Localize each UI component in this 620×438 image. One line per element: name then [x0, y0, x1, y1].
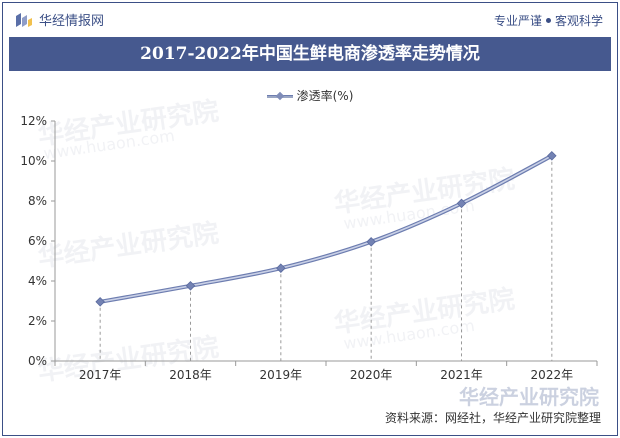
brand: 华经情报网 — [15, 10, 104, 29]
data-point — [276, 263, 286, 273]
y-tick-label: 0% — [28, 354, 47, 368]
x-tick-label: 2017年 — [79, 368, 122, 382]
data-point — [456, 198, 467, 209]
data-point — [185, 281, 196, 291]
x-tick-label: 2021年 — [440, 368, 483, 382]
data-point — [366, 237, 376, 247]
y-tick-label: 6% — [28, 234, 47, 248]
y-tick-label: 10% — [20, 154, 47, 168]
chart-title: 2017-2022年中国生鲜电商渗透率走势情况 — [140, 44, 480, 64]
x-tick-label: 2020年 — [350, 368, 393, 382]
y-tick-label: 12% — [20, 114, 47, 128]
legend: 渗透率(%) — [3, 87, 617, 104]
slogan-left: 专业严谨 — [493, 14, 542, 28]
x-tick-label: 2018年 — [169, 368, 212, 382]
header-bar: 华经情报网 专业严谨 客观科学 — [3, 3, 617, 35]
y-tick-label: 2% — [28, 314, 47, 328]
y-tick-label: 4% — [28, 274, 47, 288]
source-note: 资料来源：网经社，华经产业研究院整理 — [384, 411, 601, 425]
series-line-shadow — [99, 154, 553, 304]
legend-diamond-marker-icon — [266, 92, 293, 102]
series-line — [100, 155, 553, 303]
x-tick-label: 2022年 — [531, 368, 574, 382]
title-band: 2017-2022年中国生鲜电商渗透率走势情况 — [9, 37, 611, 71]
line-chart: 0% 2% 4% 6% 8% 10% 12% 2017年 2018年 2019年 2020年 2021… — [20, 114, 598, 382]
x-tick-label: 2019年 — [260, 368, 303, 382]
slogan-right: 客观科学 — [554, 14, 603, 28]
corner-watermark: 华经产业研究院 — [459, 385, 599, 409]
brand-name: 华经情报网 — [39, 14, 105, 29]
huajing-logo-icon — [15, 12, 33, 28]
data-point — [547, 151, 557, 161]
legend-label: 渗透率(%) — [296, 89, 354, 103]
y-tick-label: 8% — [28, 194, 47, 208]
data-point — [95, 297, 105, 307]
slogan: 专业严谨 客观科学 — [494, 12, 603, 29]
slogan-separator-icon — [545, 18, 551, 23]
